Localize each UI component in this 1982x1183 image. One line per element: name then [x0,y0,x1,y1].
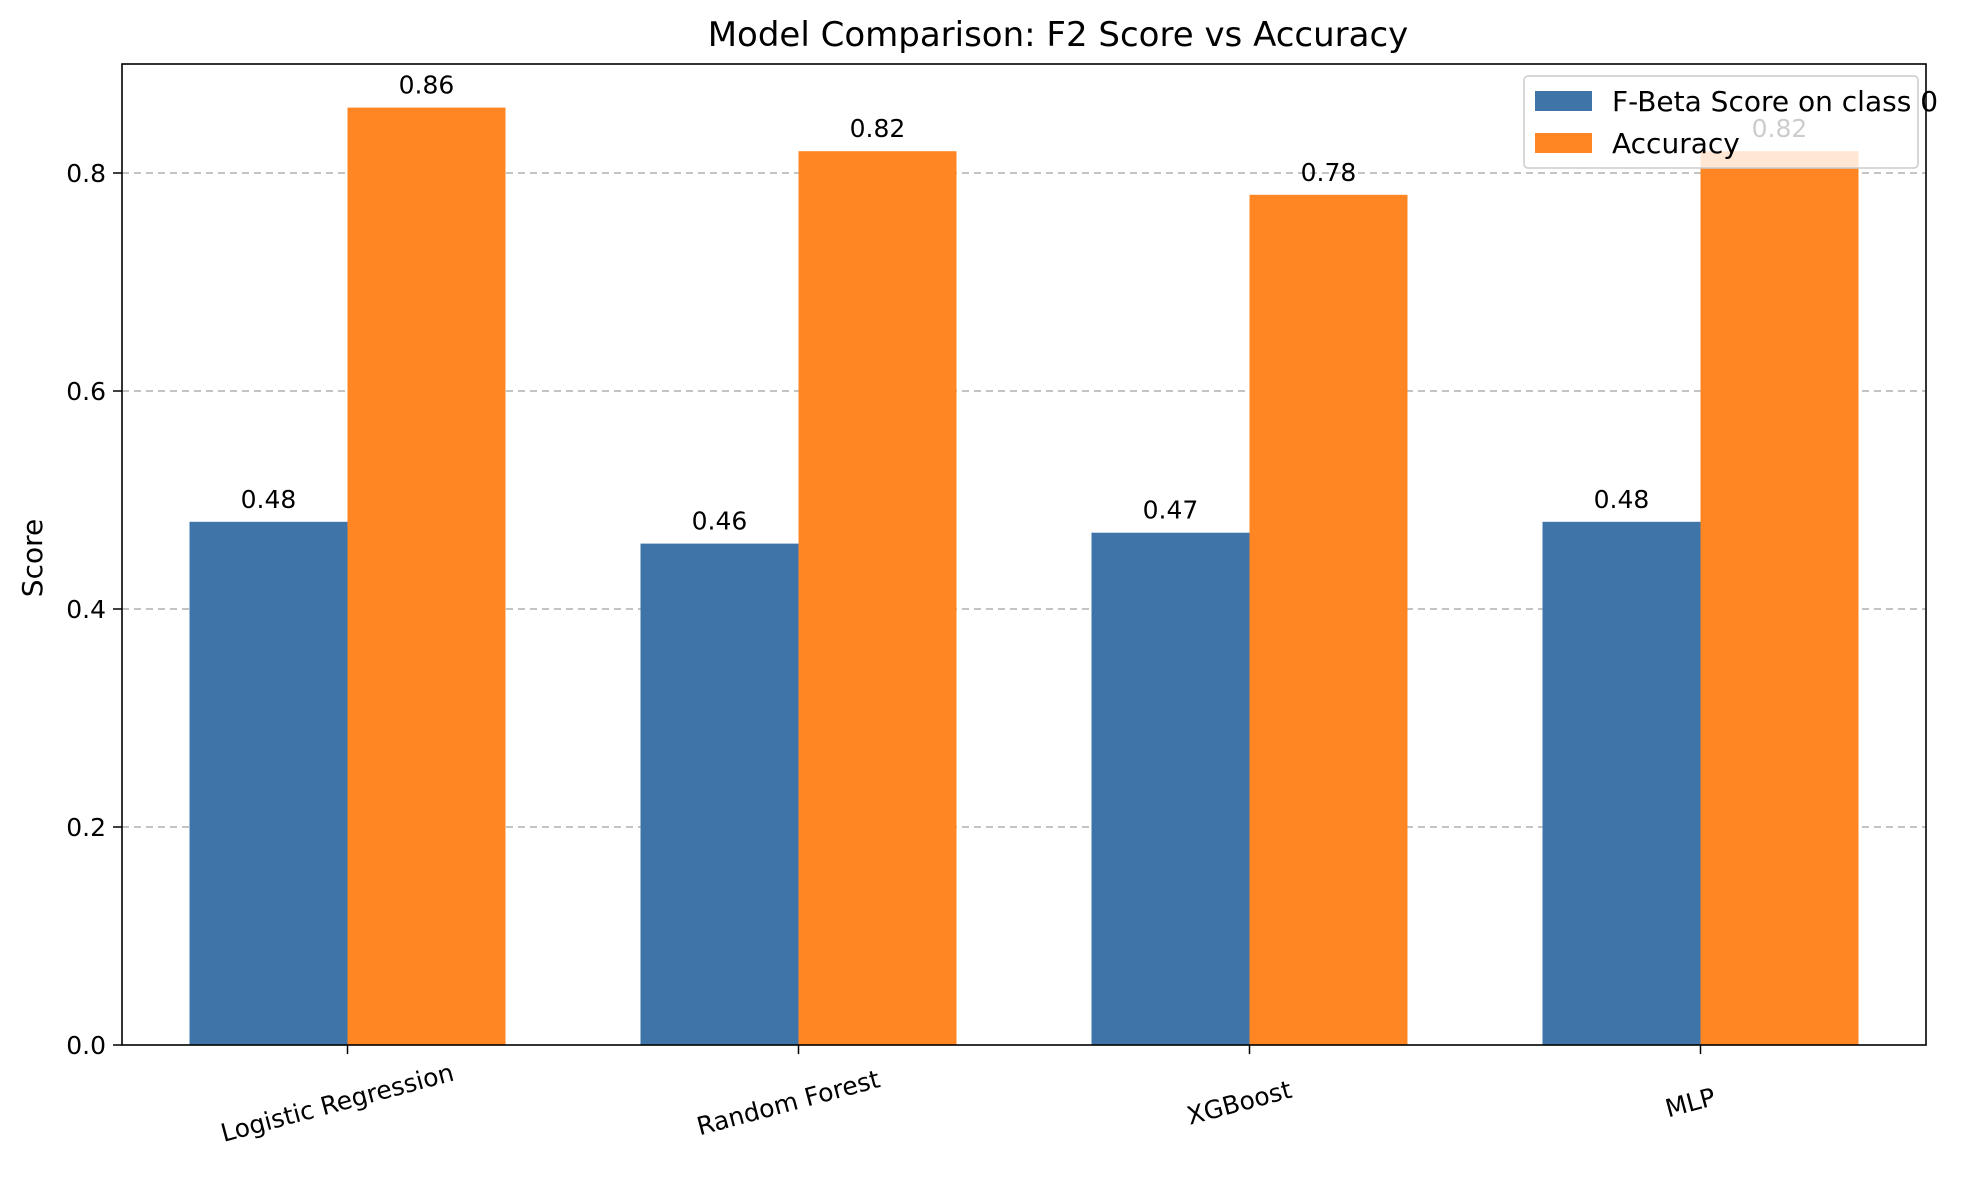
y-tick-label-1: 0.2 [66,813,106,842]
bar-0-0 [189,521,348,1045]
bar-2-0 [1091,532,1250,1045]
bar-1-1 [798,151,957,1045]
y-tick-label-4: 0.8 [66,159,106,188]
y-tick-label-0: 0.0 [66,1031,106,1060]
data-label-0-1: 0.86 [399,71,455,100]
x-tick-label-1: Random Forest [694,1064,883,1141]
y-axis-label: Score [16,519,49,597]
plot-frame [121,63,1927,1046]
bar-3-1 [1700,151,1859,1045]
data-label-2-1: 0.78 [1301,158,1357,187]
bar-0-1 [347,107,506,1046]
legend-swatch-0 [1535,91,1592,111]
data-label-0-0: 0.48 [241,485,297,514]
legend-box [1523,75,1919,169]
bar-3-0 [1542,521,1701,1045]
chart-title: Model Comparison: F2 Score vs Accuracy [708,15,1409,55]
legend-swatch-1 [1535,133,1592,153]
bar-2-1 [1249,194,1408,1046]
data-label-2-0: 0.47 [1143,496,1199,525]
bar-value-labels: 0.480.860.460.820.470.780.480.82 [241,71,1808,536]
bars [189,107,1859,1046]
y-tick-label-2: 0.4 [66,595,106,624]
data-label-1-0: 0.46 [692,507,748,536]
bar-1-0 [640,543,799,1045]
x-tick-label-2: XGBoost [1184,1075,1295,1131]
x-tick-label-0: Logistic Regression [218,1058,457,1148]
x-tick-label-3: MLP [1662,1082,1718,1123]
legend-label-1: Accuracy [1612,127,1740,160]
data-label-3-0: 0.48 [1594,485,1650,514]
legend-label-0: F-Beta Score on class 0 [1612,85,1938,118]
data-label-1-1: 0.82 [850,114,906,143]
legend: F-Beta Score on class 0 Accuracy [1523,75,1938,169]
y-tick-label-3: 0.6 [66,377,106,406]
